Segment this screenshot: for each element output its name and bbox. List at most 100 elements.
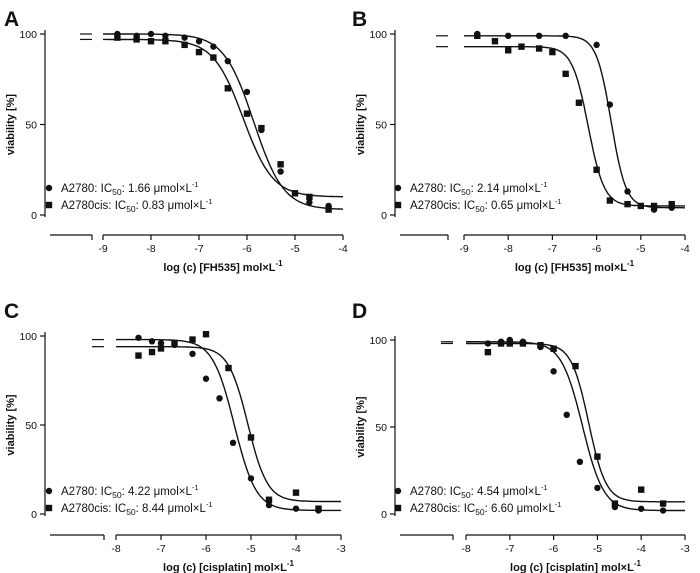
panel-c-x-tick-label--4: -4 xyxy=(291,543,300,555)
panel-c-x-tick-label--3: -3 xyxy=(336,543,345,555)
panel-a-a2780cis-point xyxy=(114,34,121,41)
panel-b-x-label-main: log (c) [FH535] mol×L xyxy=(515,262,627,274)
panel-a-x-tick-label--9: -9 xyxy=(98,243,107,255)
panel-d-a2780cis-point xyxy=(506,340,513,347)
panel-d-a2780cis-point xyxy=(519,340,527,347)
panel-c-legend-a2780-prefix: A2780: IC xyxy=(61,486,112,498)
panel-b-a2780cis-point xyxy=(606,197,614,204)
panel-d-a2780cis-point xyxy=(550,345,557,352)
panel-d-x-label-main: log (c) [cisplatin] mol×L xyxy=(510,562,634,573)
panel-b-x-tick-label--7: -7 xyxy=(548,243,557,255)
panel-c-y-tick-label-50: 50 xyxy=(25,420,37,432)
panel-c-x-tick-label--8: -8 xyxy=(111,543,120,555)
panel-a-a2780-point xyxy=(224,57,231,65)
panel-b-a2780-point xyxy=(535,32,543,40)
panel-a: A 0 50 100 viability [%] -9 -8 -7 -6 -5 -4 log (c) … xyxy=(4,8,348,274)
panel-a-legend-a2780-value: : 1.66 μmol×L xyxy=(122,183,193,195)
panel-c-a2780cis-point xyxy=(202,331,210,338)
panel-c-x-label-main: log (c) [cisplatin] mol×L xyxy=(163,562,287,573)
panel-a-y-tick-label-0: 0 xyxy=(31,210,37,222)
panel-d-x-label-sup: -1 xyxy=(634,559,642,568)
panel-b-a2780-point xyxy=(562,32,569,40)
panel-d-letter: D xyxy=(352,300,367,323)
panel-c-a2780cis-point xyxy=(157,345,165,352)
panel-c: C 0 50 100 viability [%] -8 -7 -6 -5 -4 -3 log (c) … xyxy=(4,300,346,573)
panel-c-legend-a2780cis-marker xyxy=(45,504,53,512)
panel-c-legend-a2780cis-prefix: A2780cis: IC xyxy=(61,503,126,515)
panel-b-a2780cis-point xyxy=(637,202,644,210)
panel-a-x-tick-label--4: -4 xyxy=(338,243,347,255)
panel-a-a2780-point xyxy=(306,199,313,206)
panel-d-legend-a2780cis-value: : 6.60 μmol×L xyxy=(485,503,556,515)
panel-a-legend-a2780-sup: -1 xyxy=(192,180,199,189)
panel-b-y-label: viability [%] xyxy=(355,94,367,155)
panel-a-legend-a2780-marker xyxy=(45,184,53,192)
panel-a-x-tick-label--8: -8 xyxy=(146,243,155,255)
panel-d: D 0 50 100 viability [%] -8 -7 -6 -5 -4 -3 log (c) … xyxy=(352,300,690,573)
panel-a-legend-a2780cis-value: : 0.83 μmol×L xyxy=(136,200,207,212)
panel-b-y-tick-label-0: 0 xyxy=(381,210,387,222)
panel-a-a2780-point xyxy=(147,30,155,38)
panel-d-a2780-point xyxy=(484,340,492,347)
panel-c-a2780cis-point xyxy=(247,434,255,441)
panel-d-x-tick-label--8: -8 xyxy=(461,543,470,555)
panel-b-x-label: log (c) [FH535] mol×L-1 xyxy=(515,259,635,274)
panel-d-legend-a2780-marker xyxy=(394,487,402,495)
panel-c-a2780cis-point xyxy=(171,339,178,347)
panel-b-a2780cis-point xyxy=(535,45,543,52)
panel-a-letter: A xyxy=(4,8,19,31)
panel-d-a2780cis-point xyxy=(537,342,544,349)
panel-a-legend-a2780-label: A2780: IC50: 1.66 μmol×L-1 xyxy=(61,180,199,197)
panel-c-legend-a2780-value: : 4.22 μmol×L xyxy=(122,486,193,498)
panel-a-x-tick-label--6: -6 xyxy=(242,243,251,255)
panel-b: B 0 50 100 viability [%] -9 -8 -7 -6 -5 -4 log (c) … xyxy=(352,8,690,274)
panel-b-legend-a2780cis-marker xyxy=(394,201,402,209)
panel-b-a2780cis-point xyxy=(668,200,675,208)
panel-b-a2780-fit-curve xyxy=(464,35,685,209)
panel-a-a2780cis-point xyxy=(277,161,284,168)
panel-d-legend-a2780-sup: -1 xyxy=(541,483,548,492)
panel-d-legend-a2780cis-sup: -1 xyxy=(555,500,562,509)
panel-d-a2780cis-point xyxy=(484,348,492,356)
panel-a-a2780-point xyxy=(243,88,251,96)
panel-d-x-tick-label--6: -6 xyxy=(549,543,558,555)
panel-b-a2780cis-point xyxy=(650,202,658,210)
panel-b-a2780cis-point xyxy=(549,48,556,56)
panel-c-a2780cis-point xyxy=(189,336,196,343)
panel-b-legend-a2780-sup: -1 xyxy=(541,180,548,189)
panel-a-legend-a2780-prefix: A2780: IC xyxy=(61,183,112,195)
panel-c-a2780-point xyxy=(265,501,273,509)
panel-d-a2780cis-point xyxy=(638,486,645,493)
panel-c-a2780-point xyxy=(148,338,156,345)
panel-d-a2780-point xyxy=(563,411,570,419)
panel-a-x-tick-label--5: -5 xyxy=(290,243,299,255)
panel-c-a2780-point xyxy=(202,375,210,382)
panel-a-x-label-main: log (c) [FH535] mol×L xyxy=(163,262,275,274)
panel-a-legend-a2780cis-sup: -1 xyxy=(206,197,213,206)
panel-b-a2780-point xyxy=(606,101,614,108)
panel-b-a2780cis-point xyxy=(593,166,600,173)
panel-d-legend-a2780-prefix: A2780: IC xyxy=(410,486,461,498)
panel-d-a2780cis-point xyxy=(611,500,619,507)
panel-a-a2780cis-point xyxy=(195,48,203,56)
panel-d-a2780cis-point xyxy=(594,453,601,460)
panel-d-legend-a2780cis-sub: 50 xyxy=(475,507,485,517)
panel-c-legend-a2780cis-sup: -1 xyxy=(206,500,213,509)
panel-c-legend-a2780cis-label: A2780cis: IC50: 8.44 μmol×L-1 xyxy=(61,500,213,517)
panel-c-a2780-point xyxy=(229,439,237,446)
panel-a-a2780cis-point xyxy=(133,36,140,43)
panel-c-legend-a2780-sub: 50 xyxy=(112,490,122,500)
panel-b-legend-a2780cis-sub: 50 xyxy=(475,204,485,214)
panel-a-a2780cis-point xyxy=(147,38,155,45)
panel-a-x-label: log (c) [FH535] mol×L-1 xyxy=(163,259,283,274)
panel-c-legend-a2780-label: A2780: IC50: 4.22 μmol×L-1 xyxy=(61,483,199,500)
panel-a-y-tick-label-100: 100 xyxy=(19,29,37,41)
panel-d-x-tick-label--5: -5 xyxy=(593,543,602,555)
panel-c-legend-a2780cis-sub: 50 xyxy=(126,507,136,517)
panel-c-x-tick-label--6: -6 xyxy=(201,543,210,555)
panel-a-a2780-point xyxy=(181,34,188,41)
panel-a-x-tick-label--7: -7 xyxy=(194,243,203,255)
panel-a-x-label-sup: -1 xyxy=(276,259,284,268)
panel-a-a2780cis-point xyxy=(210,54,217,61)
panel-a-a2780-fit-curve xyxy=(103,33,343,210)
